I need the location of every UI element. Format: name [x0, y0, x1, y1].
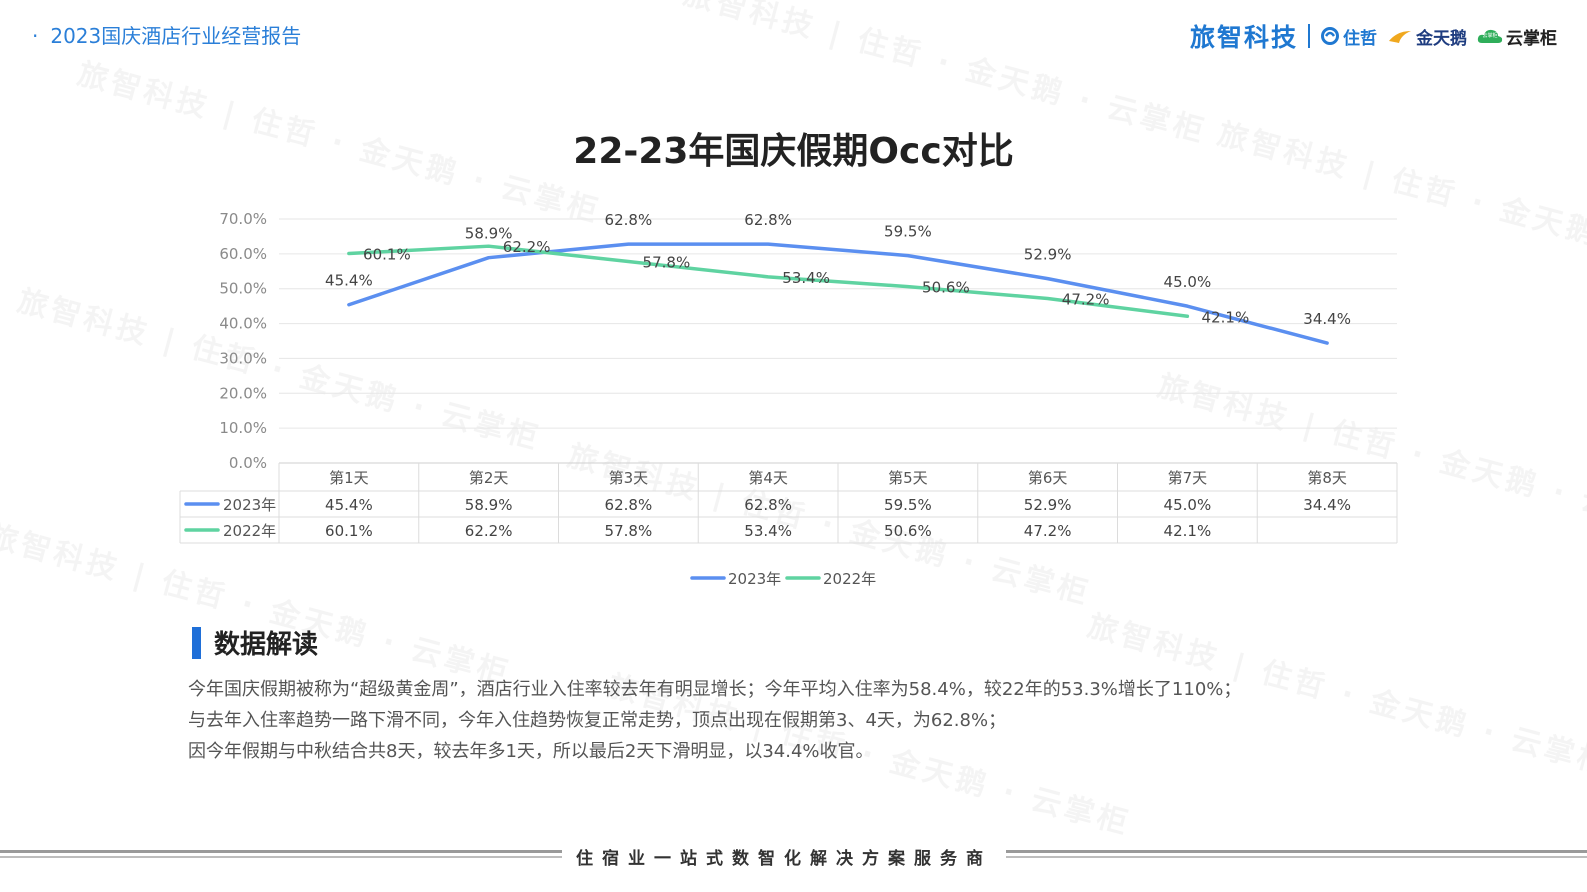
data-label: 42.1%: [1202, 308, 1250, 326]
data-label: 53.4%: [782, 269, 830, 287]
interpretation-line: 今年国庆假期被称为“超级黄金周”，酒店行业入住率较去年有明显增长；今年平均入住率…: [188, 679, 1242, 700]
zhuzhe-logo-text: 住哲: [1343, 28, 1377, 49]
table-cell: 59.5%: [884, 496, 932, 514]
y-tick-layer: 0.0% 10.0% 20.0% 30.0% 40.0% 50.0% 60.0% 70.0%: [219, 210, 267, 472]
table-cell: 45.0%: [1164, 496, 1212, 514]
table-cell: 62.8%: [744, 496, 792, 514]
table-cell: 57.8%: [605, 522, 653, 540]
interpretation-line: 与去年入住率趋势一路下滑不同，今年入住趋势恢复正常走势，顶点出现在假期第3、4天…: [188, 710, 1007, 731]
swan-icon: [1389, 31, 1411, 43]
x-tick-label: 第1天: [329, 469, 369, 487]
report-title-text: 2023国庆酒店行业经营报告: [50, 24, 302, 48]
partner-logos: 旅智科技 住哲 金天鹅 云掌柜 云掌柜: [1190, 18, 1557, 54]
x-tick-label: 第4天: [748, 469, 788, 487]
data-table-layer: 第1天 第2天 第3天 第4天 第5天 第6天 第7天 第8天 2023年 45.4% 58.9% 6…: [179, 463, 1398, 544]
y-tick-label: 10.0%: [219, 419, 267, 437]
table-cell: 58.9%: [465, 496, 513, 514]
jintiane-logo: 金天鹅: [1387, 24, 1467, 49]
data-label: 57.8%: [643, 254, 691, 272]
x-tick-label: 第3天: [609, 469, 649, 487]
footer-rule-left: [0, 850, 562, 864]
yunzhanggui-logo: 云掌柜 云掌柜: [1477, 24, 1557, 49]
table-cell: 34.4%: [1303, 496, 1351, 514]
jintiane-logo-text: 金天鹅: [1416, 28, 1467, 49]
y-tick-label: 30.0%: [219, 349, 267, 367]
x-tick-label: 第6天: [1028, 469, 1068, 487]
data-label: 62.2%: [503, 238, 551, 256]
data-label: 58.9%: [465, 225, 513, 243]
y-tick-label: 40.0%: [219, 315, 267, 333]
table-cell: 60.1%: [325, 522, 373, 540]
table-cell: 62.2%: [465, 522, 513, 540]
footer: 住宿业一站式数智化解决方案服务商: [0, 842, 1587, 872]
data-label: 62.8%: [605, 211, 653, 229]
legend-label-0: 2023年: [728, 570, 781, 588]
data-label: 59.5%: [884, 223, 932, 241]
y-tick-label: 0.0%: [229, 454, 267, 472]
table-series-name: 2023年: [223, 496, 276, 514]
x-tick-label: 第8天: [1307, 469, 1347, 487]
table-cell: 45.4%: [325, 496, 373, 514]
data-label: 50.6%: [922, 279, 970, 297]
section-accent-bar: [192, 626, 201, 659]
cloud-icon-label: 云掌柜: [1482, 33, 1498, 39]
data-label: 45.4%: [325, 272, 373, 290]
table-cell: 42.1%: [1164, 522, 1212, 540]
table-cell: 47.2%: [1024, 522, 1072, 540]
x-tick-label: 第2天: [469, 469, 509, 487]
cloud-icon: 云掌柜: [1477, 28, 1503, 44]
interpretation-text: 今年国庆假期被称为“超级黄金周”，酒店行业入住率较去年有明显增长；今年平均入住率…: [188, 674, 1388, 767]
legend-label-1: 2022年: [823, 570, 876, 588]
data-label: 62.8%: [744, 211, 792, 229]
table-cell: 62.8%: [605, 496, 653, 514]
footer-rule-right: [1006, 850, 1587, 864]
x-tick-label: 第7天: [1168, 469, 1208, 487]
y-tick-label: 20.0%: [219, 384, 267, 402]
interpretation-line: 因今年假期与中秋结合共8天，较去年多1天，所以最后2天下滑明显，以34.4%收官…: [188, 741, 874, 762]
series-line-layer: [347, 242, 1329, 345]
data-label-layer: 45.4% 58.9% 62.8% 62.8% 59.5% 52.9% 45.0% 34.4%…: [325, 211, 1351, 328]
section-title: 数据解读: [214, 630, 319, 660]
series-line-1: [347, 244, 1190, 319]
bullet-dot: ·: [32, 24, 39, 48]
footer-tagline: 住宿业一站式数智化解决方案服务商: [576, 849, 992, 869]
table-series-name: 2022年: [223, 522, 276, 540]
data-label: 34.4%: [1303, 310, 1351, 328]
data-label: 45.0%: [1164, 273, 1212, 291]
lvzhi-logo: 旅智科技: [1189, 23, 1298, 52]
legend-layer: 2023年 2022年: [690, 570, 876, 588]
logo-divider: [1308, 24, 1310, 48]
data-label: 47.2%: [1062, 290, 1110, 308]
table-cell: 52.9%: [1024, 496, 1072, 514]
table-cell: 50.6%: [884, 522, 932, 540]
section-header: 数据解读: [192, 624, 318, 661]
series-line-0: [347, 242, 1329, 345]
table-cell: 53.4%: [744, 522, 792, 540]
y-tick-label: 50.0%: [219, 280, 267, 298]
data-label: 52.9%: [1024, 246, 1072, 264]
report-title: · 2023国庆酒店行业经营报告: [32, 20, 301, 49]
zhuzhe-icon: [1321, 27, 1339, 45]
x-tick-label: 第5天: [888, 469, 928, 487]
grid-layer: [279, 218, 1397, 464]
y-tick-label: 70.0%: [219, 210, 267, 228]
y-tick-label: 60.0%: [219, 245, 267, 263]
zhuzhe-logo: 住哲: [1320, 24, 1377, 49]
chart-title: 22-23年国庆假期Occ对比: [573, 131, 1014, 172]
yunzhanggui-logo-text: 云掌柜: [1506, 28, 1557, 49]
occ-line-chart: 0.0%10.0%20.0%30.0%40.0%50.0%60.0%70.0% …: [179, 210, 1398, 588]
data-label: 60.1%: [363, 246, 411, 264]
